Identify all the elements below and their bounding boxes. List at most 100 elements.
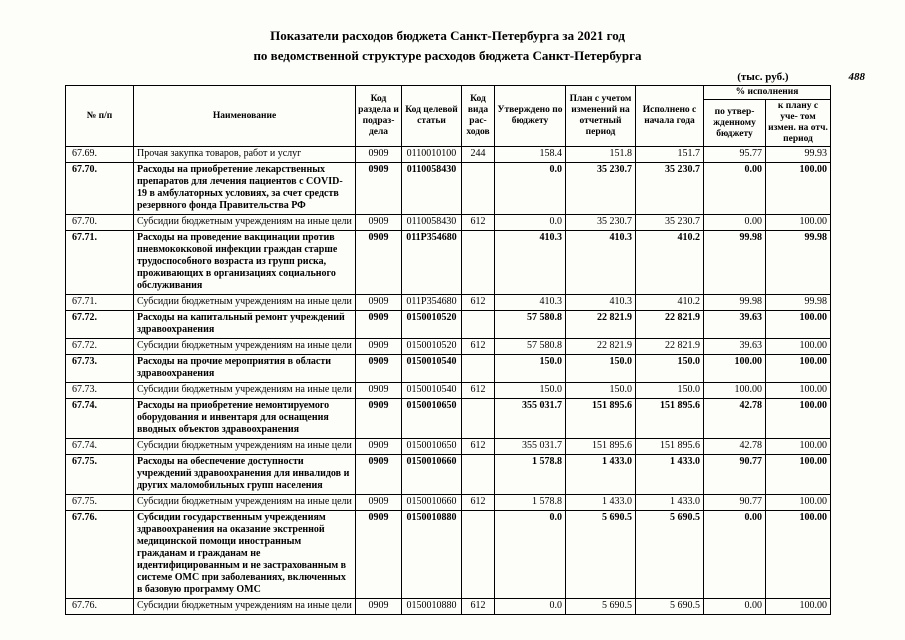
percent-of-approved-cell: 39.63 bbox=[703, 337, 766, 355]
expense-type-code-cell: 612 bbox=[461, 437, 495, 455]
executed-cell: 150.0 bbox=[635, 381, 704, 399]
name-cell: Расходы на обеспечение доступности учреж… bbox=[133, 453, 356, 495]
meta-row: (тыс. руб.) 488 bbox=[65, 71, 865, 83]
percent-of-approved-cell: 42.78 bbox=[703, 437, 766, 455]
target-article-code-cell: 0150010650 bbox=[401, 437, 462, 455]
approved-budget-cell: 150.0 bbox=[494, 381, 566, 399]
section-code-cell: 0909 bbox=[355, 337, 402, 355]
plan-with-changes-cell: 35 230.7 bbox=[565, 213, 636, 231]
row-number-cell: 67.70. bbox=[65, 213, 134, 231]
percent-of-plan-cell: 99.98 bbox=[765, 229, 831, 295]
table-header: № п/п Наименование Код раздела и подраз-… bbox=[65, 85, 831, 147]
target-article-code-cell: 011P354680 bbox=[401, 229, 462, 295]
name-cell: Расходы на приобретение немонтируемого о… bbox=[133, 397, 356, 439]
header-approved: Утверждено по бюджету bbox=[494, 85, 566, 147]
name-cell: Расходы на капитальный ремонт учреждений… bbox=[133, 309, 356, 339]
section-code-cell: 0909 bbox=[355, 397, 402, 439]
executed-cell: 1 433.0 bbox=[635, 493, 704, 511]
target-article-code-cell: 0150010520 bbox=[401, 337, 462, 355]
section-code-cell: 0909 bbox=[355, 453, 402, 495]
plan-with-changes-cell: 151 895.6 bbox=[565, 397, 636, 439]
table-row: 67.70. Субсидии бюджетным учреждениям на… bbox=[65, 213, 831, 231]
executed-cell: 22 821.9 bbox=[635, 337, 704, 355]
table-row: 67.73. Субсидии бюджетным учреждениям на… bbox=[65, 381, 831, 399]
section-code-cell: 0909 bbox=[355, 353, 402, 383]
section-code-cell: 0909 bbox=[355, 145, 402, 163]
percent-of-approved-cell: 99.98 bbox=[703, 293, 766, 311]
target-article-code-cell: 0150010650 bbox=[401, 397, 462, 439]
name-cell: Субсидии бюджетным учреждениям на иные ц… bbox=[133, 337, 356, 355]
expense-type-code-cell bbox=[461, 229, 495, 295]
percent-of-approved-cell: 0.00 bbox=[703, 597, 766, 615]
percent-of-approved-cell: 0.00 bbox=[703, 509, 766, 599]
approved-budget-cell: 410.3 bbox=[494, 229, 566, 295]
approved-budget-cell: 0.0 bbox=[494, 509, 566, 599]
table-row: 67.69. Прочая закупка товаров, работ и у… bbox=[65, 145, 831, 163]
target-article-code-cell: 0150010880 bbox=[401, 509, 462, 599]
header-code-target: Код целевой статьи bbox=[401, 85, 462, 147]
title-line-1: Показатели расходов бюджета Санкт-Петерб… bbox=[270, 28, 625, 43]
executed-cell: 150.0 bbox=[635, 353, 704, 383]
table-row: 67.75. Субсидии бюджетным учреждениям на… bbox=[65, 493, 831, 511]
executed-cell: 5 690.5 bbox=[635, 597, 704, 615]
executed-cell: 151 895.6 bbox=[635, 397, 704, 439]
target-article-code-cell: 0150010660 bbox=[401, 453, 462, 495]
plan-with-changes-cell: 5 690.5 bbox=[565, 509, 636, 599]
approved-budget-cell: 355 031.7 bbox=[494, 437, 566, 455]
percent-of-plan-cell: 100.00 bbox=[765, 381, 831, 399]
percent-of-plan-cell: 100.00 bbox=[765, 437, 831, 455]
name-cell: Субсидии бюджетным учреждениям на иные ц… bbox=[133, 213, 356, 231]
header-percent-approved: по утвер- жденному бюджету bbox=[703, 99, 766, 147]
executed-cell: 151 895.6 bbox=[635, 437, 704, 455]
percent-of-plan-cell: 100.00 bbox=[765, 397, 831, 439]
plan-with-changes-cell: 1 433.0 bbox=[565, 493, 636, 511]
percent-of-approved-cell: 100.00 bbox=[703, 381, 766, 399]
table-row: 67.70. Расходы на приобретение лекарстве… bbox=[65, 161, 831, 215]
percent-of-approved-cell: 90.77 bbox=[703, 453, 766, 495]
approved-budget-cell: 355 031.7 bbox=[494, 397, 566, 439]
section-code-cell: 0909 bbox=[355, 229, 402, 295]
expense-type-code-cell bbox=[461, 453, 495, 495]
expense-type-code-cell bbox=[461, 353, 495, 383]
target-article-code-cell: 0110058430 bbox=[401, 161, 462, 215]
row-number-cell: 67.70. bbox=[65, 161, 134, 215]
title-line-2: по ведомственной структуре расходов бюдж… bbox=[253, 48, 642, 64]
row-number-cell: 67.72. bbox=[65, 337, 134, 355]
section-code-cell: 0909 bbox=[355, 493, 402, 511]
section-code-cell: 0909 bbox=[355, 293, 402, 311]
percent-of-plan-cell: 99.98 bbox=[765, 293, 831, 311]
approved-budget-cell: 0.0 bbox=[494, 597, 566, 615]
header-percent-plan: к плану с уче- том измен. на отч. период bbox=[765, 99, 831, 147]
target-article-code-cell: 011P354680 bbox=[401, 293, 462, 311]
plan-with-changes-cell: 22 821.9 bbox=[565, 337, 636, 355]
page-number: 488 bbox=[848, 71, 866, 84]
approved-budget-cell: 1 578.8 bbox=[494, 453, 566, 495]
row-number-cell: 67.74. bbox=[65, 437, 134, 455]
expense-type-code-cell bbox=[461, 397, 495, 439]
name-cell: Расходы на проведение вакцинации против … bbox=[133, 229, 356, 295]
executed-cell: 151.7 bbox=[635, 145, 704, 163]
plan-with-changes-cell: 150.0 bbox=[565, 381, 636, 399]
plan-with-changes-cell: 151.8 bbox=[565, 145, 636, 163]
section-code-cell: 0909 bbox=[355, 509, 402, 599]
row-number-cell: 67.75. bbox=[65, 453, 134, 495]
executed-cell: 410.2 bbox=[635, 293, 704, 311]
section-code-cell: 0909 bbox=[355, 437, 402, 455]
target-article-code-cell: 0150010540 bbox=[401, 353, 462, 383]
approved-budget-cell: 57 580.8 bbox=[494, 309, 566, 339]
table-row: 67.76. Субсидии государственным учрежден… bbox=[65, 509, 831, 599]
plan-with-changes-cell: 410.3 bbox=[565, 293, 636, 311]
section-code-cell: 0909 bbox=[355, 161, 402, 215]
table-row: 67.71. Расходы на проведение вакцинации … bbox=[65, 229, 831, 295]
plan-with-changes-cell: 35 230.7 bbox=[565, 161, 636, 215]
executed-cell: 1 433.0 bbox=[635, 453, 704, 495]
target-article-code-cell: 0110058430 bbox=[401, 213, 462, 231]
percent-of-plan-cell: 100.00 bbox=[765, 337, 831, 355]
percent-of-approved-cell: 0.00 bbox=[703, 161, 766, 215]
table-row: 67.75. Расходы на обеспечение доступност… bbox=[65, 453, 831, 495]
name-cell: Субсидии бюджетным учреждениям на иные ц… bbox=[133, 437, 356, 455]
plan-with-changes-cell: 410.3 bbox=[565, 229, 636, 295]
percent-of-plan-cell: 100.00 bbox=[765, 161, 831, 215]
executed-cell: 5 690.5 bbox=[635, 509, 704, 599]
